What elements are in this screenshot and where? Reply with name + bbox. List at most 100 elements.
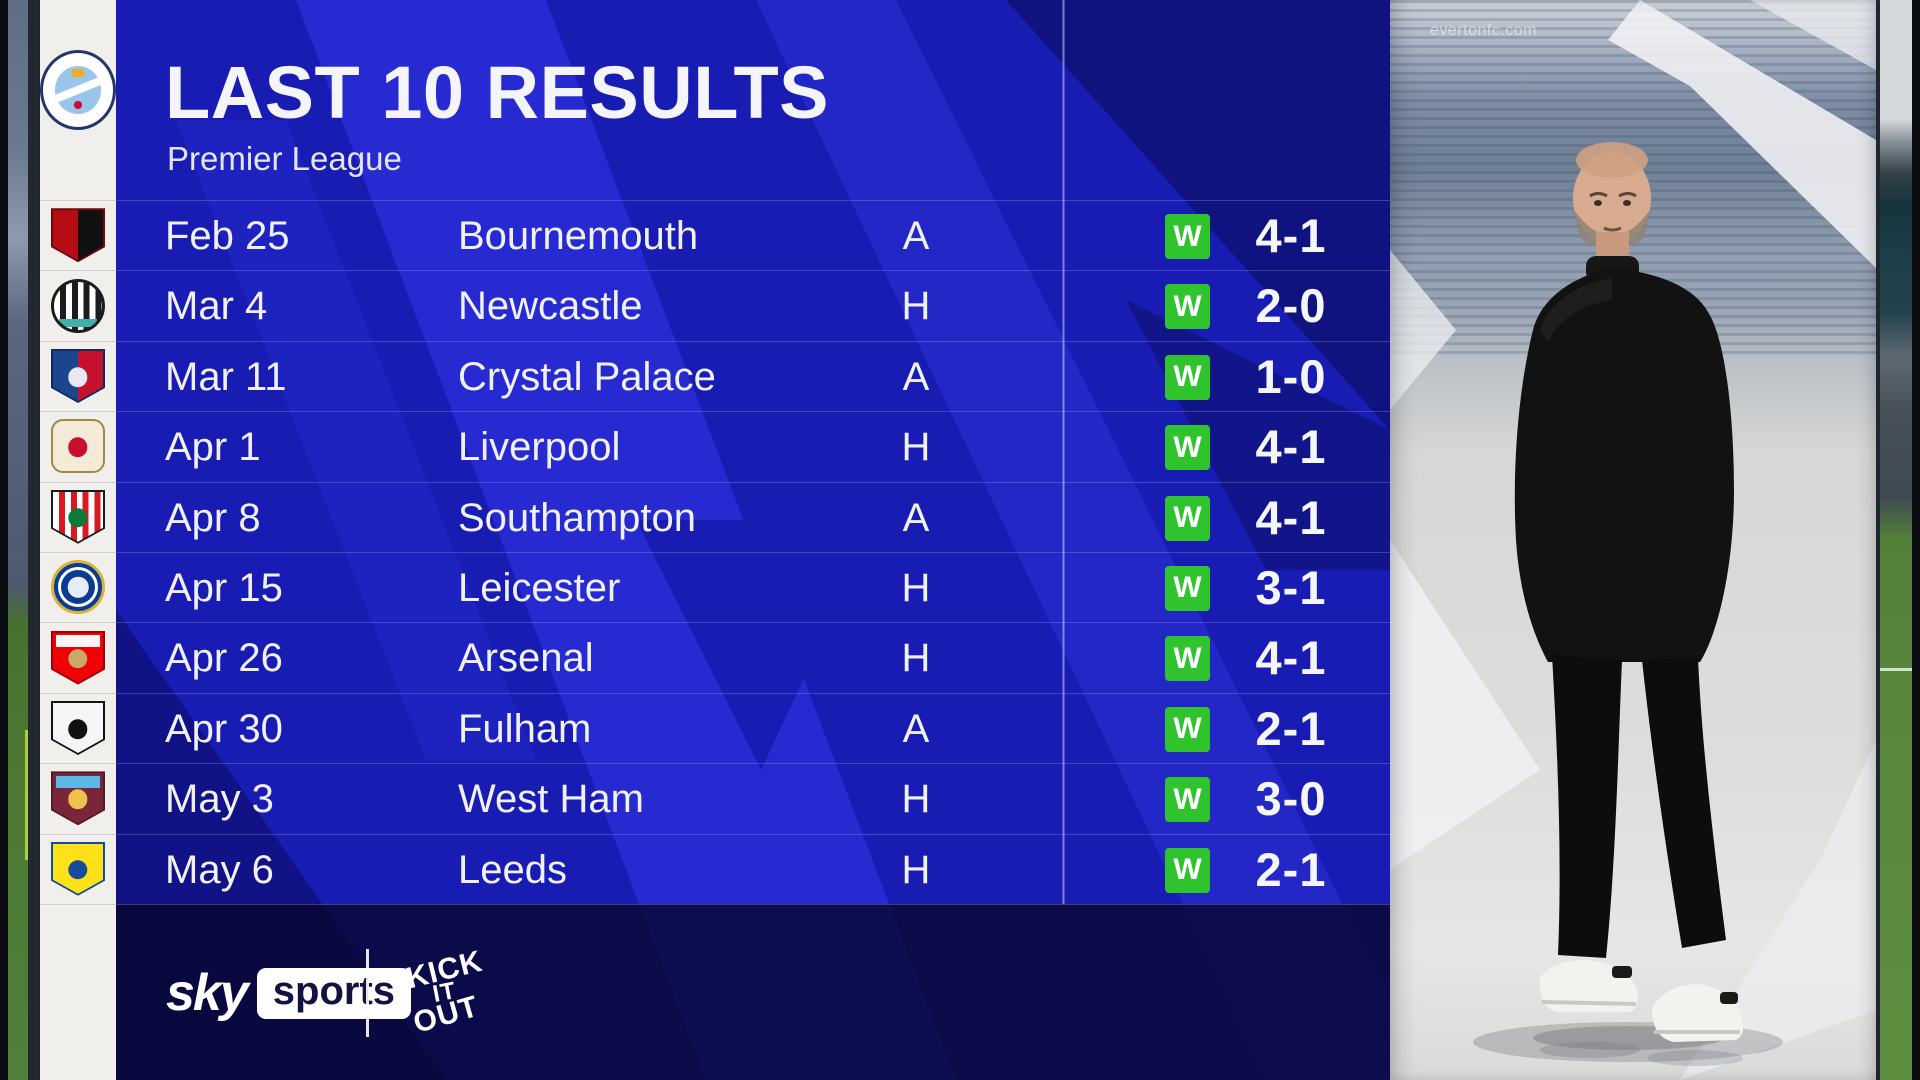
club-crest-icon bbox=[51, 630, 105, 685]
venue-indicator: A bbox=[902, 214, 930, 258]
result-badge: W bbox=[1165, 565, 1210, 611]
result-row: Mar 4 Newcastle H W 2-0 bbox=[116, 270, 1390, 340]
opponent-name: Southampton bbox=[458, 495, 696, 540]
result-badge: W bbox=[1165, 495, 1210, 541]
score-value: 4-1 bbox=[1255, 420, 1327, 474]
result-row: May 3 West Ham H W 3-0 bbox=[116, 763, 1390, 833]
opponent-name: Crystal Palace bbox=[458, 354, 716, 399]
badge-strip-separator bbox=[40, 833, 116, 835]
footer-strip: sky sports KICK IT OUT bbox=[116, 904, 1390, 1080]
video-feed-left-edge bbox=[0, 0, 40, 1080]
pitch-white-line bbox=[1880, 668, 1912, 671]
row-club-badge bbox=[40, 834, 116, 904]
row-club-badge bbox=[40, 200, 116, 270]
score-value: 4-1 bbox=[1255, 631, 1327, 685]
club-crest-icon bbox=[51, 841, 105, 896]
result-row: May 6 Leeds H W 2-1 bbox=[116, 833, 1390, 904]
match-date: Feb 25 bbox=[165, 214, 290, 258]
result-badge: W bbox=[1165, 706, 1210, 752]
opponent-name: Arsenal bbox=[458, 636, 594, 681]
match-date: May 6 bbox=[165, 847, 274, 892]
venue-indicator: H bbox=[901, 284, 931, 329]
row-club-badge bbox=[40, 622, 116, 692]
competition-subtitle: Premier League bbox=[167, 140, 402, 177]
club-crest-icon bbox=[51, 278, 105, 333]
score-value: 2-1 bbox=[1255, 842, 1327, 896]
row-club-badge bbox=[40, 270, 116, 340]
result-badge: W bbox=[1165, 214, 1210, 259]
venue-indicator: H bbox=[901, 565, 931, 610]
row-club-badge bbox=[40, 693, 116, 763]
logo-divider bbox=[366, 949, 369, 1037]
club-crest-icon bbox=[51, 348, 105, 403]
match-date: Apr 8 bbox=[165, 495, 261, 540]
row-club-badge bbox=[40, 552, 116, 622]
result-row: Apr 30 Fulham A W 2-1 bbox=[116, 692, 1390, 763]
match-date: Mar 4 bbox=[165, 284, 268, 329]
opponent-name: Newcastle bbox=[458, 284, 643, 329]
venue-indicator: A bbox=[902, 706, 930, 751]
club-crest-icon bbox=[51, 771, 105, 826]
stadium-pitch-left bbox=[8, 0, 28, 1080]
result-badge: W bbox=[1165, 425, 1210, 471]
row-club-badge bbox=[40, 763, 116, 833]
results-table: Feb 25 Bournemouth A W 4-1 Mar 4 Newcastle H W 2-… bbox=[116, 200, 1390, 904]
badge-strip-separator bbox=[40, 552, 116, 553]
result-row: Apr 26 Arsenal H W 4-1 bbox=[116, 622, 1390, 692]
badge-strip-separator bbox=[40, 692, 116, 694]
result-row: Apr 8 Southampton A W 4-1 bbox=[116, 481, 1390, 552]
venue-indicator: H bbox=[901, 636, 931, 681]
sky-wordmark: sky bbox=[166, 964, 249, 1022]
badge-strip-separator bbox=[40, 622, 116, 624]
opponent-name: Bournemouth bbox=[458, 214, 699, 258]
badge-strip-separator bbox=[40, 200, 116, 201]
stadium-pitch-right bbox=[1880, 0, 1912, 1080]
row-club-badge bbox=[40, 482, 116, 552]
badge-strip-separator bbox=[40, 270, 116, 272]
club-crest-icon bbox=[51, 489, 105, 544]
venue-indicator: A bbox=[902, 495, 930, 540]
result-badge: W bbox=[1165, 636, 1210, 682]
venue-indicator: H bbox=[901, 425, 931, 470]
score-column-divider bbox=[1062, 0, 1065, 904]
frame-bar bbox=[28, 0, 40, 1080]
video-feed-right-edge bbox=[1876, 0, 1920, 1080]
row-club-badge bbox=[40, 341, 116, 411]
venue-indicator: H bbox=[901, 847, 931, 892]
match-date: Apr 1 bbox=[165, 425, 261, 470]
result-badge: W bbox=[1165, 777, 1210, 823]
stadium-watermark: evertonfc.com bbox=[1430, 22, 1537, 39]
manchester-city-badge bbox=[40, 48, 116, 132]
score-value: 4-1 bbox=[1255, 209, 1327, 262]
venue-indicator: A bbox=[902, 354, 930, 399]
match-date: Apr 30 bbox=[165, 706, 283, 751]
result-row: Apr 1 Liverpool H W 4-1 bbox=[116, 411, 1390, 481]
score-value: 2-1 bbox=[1255, 701, 1327, 755]
pitch-highlight-line bbox=[25, 730, 29, 860]
club-crest-icon bbox=[51, 560, 105, 615]
badge-strip-separator bbox=[40, 481, 116, 483]
opponent-name: Leeds bbox=[458, 847, 567, 892]
score-value: 3-1 bbox=[1255, 560, 1327, 614]
result-badge: W bbox=[1165, 354, 1210, 400]
badge-strip-separator bbox=[40, 904, 116, 905]
result-row: Mar 11 Crystal Palace A W 1-0 bbox=[116, 340, 1390, 411]
club-crest-icon bbox=[51, 700, 105, 755]
team-badge-column bbox=[40, 0, 116, 1080]
score-value: 4-1 bbox=[1255, 490, 1327, 544]
kick-it-out-logo: KICK IT OUT bbox=[390, 935, 500, 1051]
row-club-badge bbox=[40, 411, 116, 481]
opponent-name: West Ham bbox=[458, 777, 644, 822]
opponent-name: Liverpool bbox=[458, 425, 621, 470]
manager-figure bbox=[1473, 142, 1783, 1066]
sports-wordmark: sports bbox=[256, 967, 412, 1019]
page-title: LAST 10 RESULTS bbox=[165, 51, 829, 134]
match-date: Apr 15 bbox=[165, 565, 283, 610]
result-badge: W bbox=[1165, 284, 1210, 330]
score-value: 2-0 bbox=[1255, 279, 1327, 333]
panel-edge-shadow bbox=[1390, 0, 1876, 1080]
opponent-name: Fulham bbox=[458, 706, 592, 751]
sky-sports-logo: sky sports bbox=[166, 963, 412, 1023]
venue-indicator: H bbox=[901, 777, 931, 822]
